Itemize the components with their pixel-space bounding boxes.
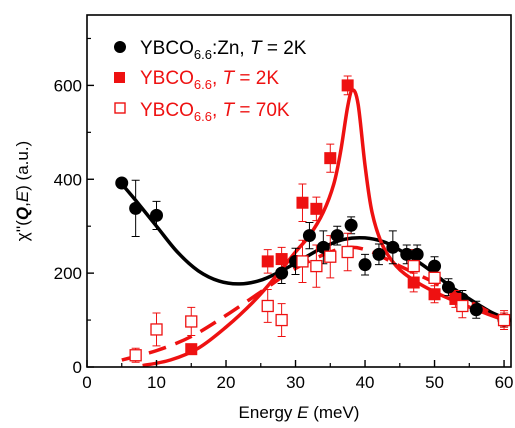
y-tick-label: 0 xyxy=(73,358,82,377)
data-point-circle xyxy=(129,201,143,215)
data-point-open-square xyxy=(261,299,274,313)
x-tick-label: 50 xyxy=(425,373,444,392)
data-point-open-square xyxy=(296,255,309,268)
data-point-filled-square xyxy=(275,253,288,266)
data-point-filled-square xyxy=(324,152,337,165)
x-tick-label: 30 xyxy=(286,373,305,392)
y-tick-label: 200 xyxy=(54,264,82,283)
legend-item-2k: YBCO6.6, T = 2K xyxy=(114,68,279,92)
x-tick-label: 20 xyxy=(217,373,236,392)
data-point-filled-square xyxy=(407,276,420,289)
x-tick-label: 60 xyxy=(495,373,514,392)
data-point-circle xyxy=(344,218,358,232)
legend: YBCO6.6:Zn, T = 2K YBCO6.6, T = 2K YBCO6… xyxy=(114,38,307,124)
data-point-open-square xyxy=(129,349,142,362)
fit-curves xyxy=(120,88,505,368)
legend-label-70k: YBCO6.6, T = 70K xyxy=(140,100,290,124)
data-point-open-square xyxy=(407,259,420,273)
data-point-filled-square xyxy=(296,196,309,209)
data-markers xyxy=(115,79,511,362)
y-tick-label: 400 xyxy=(54,170,82,189)
y-axis-title: χ''(Q,E) (a.u.) xyxy=(13,141,32,241)
data-point-open-square xyxy=(341,245,354,259)
data-point-circle xyxy=(115,176,129,190)
legend-marker-open-square xyxy=(114,102,126,114)
data-point-filled-square xyxy=(310,202,323,215)
data-point-filled-square xyxy=(341,79,354,92)
legend-marker-filled-square xyxy=(114,72,125,83)
data-point-circle xyxy=(150,208,164,222)
data-point-open-square xyxy=(324,250,337,263)
data-point-open-square xyxy=(150,323,163,336)
data-point-circle xyxy=(372,247,386,261)
x-axis-title: Energy E (meV) xyxy=(239,403,360,422)
legend-item-70k: YBCO6.6, T = 70K xyxy=(114,100,290,124)
data-point-circle xyxy=(386,240,400,254)
data-point-circle xyxy=(302,229,316,243)
y-tick-label: 600 xyxy=(54,76,82,95)
data-point-circle xyxy=(469,303,483,317)
x-tick-label: 10 xyxy=(147,373,166,392)
data-point-circle xyxy=(441,280,455,294)
data-point-circle xyxy=(275,266,289,280)
x-tick-label: 0 xyxy=(82,373,91,392)
data-point-circle xyxy=(330,229,344,243)
data-point-open-square xyxy=(275,313,288,327)
data-point-circle xyxy=(400,247,414,261)
data-point-filled-square xyxy=(428,288,441,301)
data-point-filled-square xyxy=(261,255,274,268)
legend-marker-filled-circle xyxy=(114,41,126,53)
plot-frame xyxy=(86,14,512,368)
legend-item-zn-2k: YBCO6.6:Zn, T = 2K xyxy=(114,38,307,62)
data-point-circle xyxy=(358,258,372,272)
data-point-circle xyxy=(410,247,424,261)
data-point-circle xyxy=(428,259,442,273)
data-point-filled-square xyxy=(185,343,198,356)
legend-label-2k: YBCO6.6, T = 2K xyxy=(140,68,279,92)
x-tick-label: 40 xyxy=(356,373,375,392)
data-point-open-square xyxy=(185,315,198,328)
data-point-open-square xyxy=(310,259,323,273)
data-point-open-square xyxy=(428,271,441,284)
data-point-open-square xyxy=(456,299,469,313)
legend-label-zn-2k: YBCO6.6:Zn, T = 2K xyxy=(140,38,307,62)
data-point-open-square xyxy=(497,313,511,327)
